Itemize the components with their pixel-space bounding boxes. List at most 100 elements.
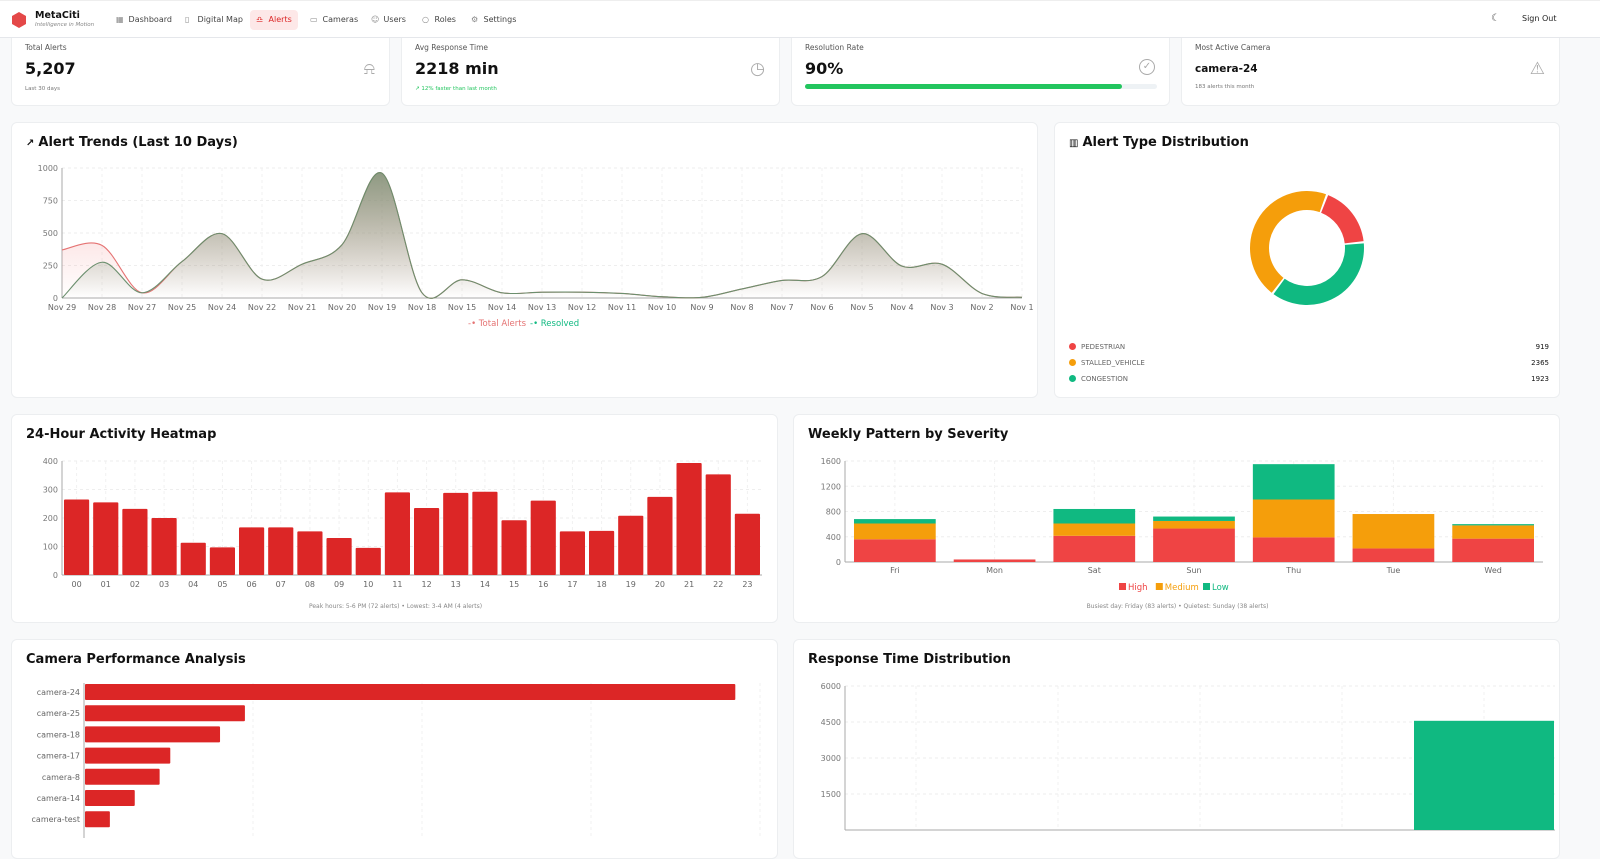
legend-dot bbox=[1069, 343, 1076, 350]
camera-performance-title: Camera Performance Analysis bbox=[26, 652, 246, 667]
y-tick-label: camera-25 bbox=[37, 709, 80, 718]
bar-hour-22 bbox=[705, 474, 731, 575]
bar-hour-20 bbox=[647, 496, 673, 575]
legend-value: 919 bbox=[1535, 343, 1549, 351]
x-tick-label: Nov 1 bbox=[1010, 303, 1033, 312]
bar-tue-medium bbox=[1352, 514, 1435, 549]
progress-fill bbox=[805, 84, 1122, 89]
x-tick-label: Thu bbox=[1285, 566, 1301, 575]
legend-medium: Medium bbox=[1165, 583, 1199, 593]
x-tick-label: Sun bbox=[1186, 566, 1201, 575]
x-tick-label: Nov 19 bbox=[368, 303, 396, 312]
nav-label: Settings bbox=[483, 15, 517, 24]
y-tick-label: camera-test bbox=[32, 815, 80, 824]
bar-camera-18 bbox=[85, 726, 221, 743]
x-tick-label: Nov 22 bbox=[248, 303, 276, 312]
legend-value: 1923 bbox=[1531, 375, 1549, 383]
kpi-label: Most Active Camera bbox=[1195, 43, 1271, 52]
theme-toggle-moon-icon[interactable]: ☾ bbox=[1491, 13, 1500, 24]
donut-slice-stalled_vehicle bbox=[1250, 191, 1327, 293]
trending-up-icon: ↗ bbox=[26, 138, 35, 149]
response-bar bbox=[1414, 720, 1554, 830]
x-tick-label: Wed bbox=[1484, 566, 1501, 575]
line-resolved bbox=[61, 172, 1023, 299]
x-tick-label: 08 bbox=[305, 580, 315, 589]
x-tick-label: Nov 6 bbox=[810, 303, 833, 312]
nav-users[interactable]: ☺ Users bbox=[365, 10, 412, 30]
y-tick-label: 4500 bbox=[821, 718, 841, 727]
brand-name: MetaCiti bbox=[35, 10, 80, 21]
bell-icon: ⍾ bbox=[363, 59, 375, 79]
legend-label: STALLED_VEHICLE bbox=[1081, 359, 1145, 367]
top-nav: MetaCiti Intelligence in Motion ▦ Dashbo… bbox=[0, 0, 1600, 38]
x-tick-label: Tue bbox=[1386, 566, 1401, 575]
y-tick-label: camera-8 bbox=[42, 773, 80, 782]
bar-sat-high bbox=[1053, 535, 1136, 562]
kpi-value: 5,207 bbox=[25, 59, 76, 78]
bar-fri-low bbox=[854, 519, 936, 524]
gear-icon: ⚙ bbox=[471, 15, 479, 24]
bar-sat-medium bbox=[1053, 523, 1136, 536]
grid-icon: ▦ bbox=[116, 15, 124, 24]
y-tick-label: 500 bbox=[43, 229, 58, 238]
bar-sun-high bbox=[1153, 528, 1235, 562]
nav-cameras[interactable]: ▭ Cameras bbox=[304, 10, 364, 30]
x-tick-label: Nov 24 bbox=[208, 303, 236, 312]
alert-trends-title: ↗ Alert Trends (Last 10 Days) bbox=[26, 135, 238, 150]
kpi-card-most-active-camera: Most Active Camera camera-24 ⚠ 183 alerts… bbox=[1181, 30, 1560, 106]
metaciti-logo[interactable] bbox=[12, 12, 26, 28]
bar-camera-24 bbox=[85, 684, 736, 700]
y-tick-label: 800 bbox=[826, 508, 841, 517]
bar-hour-23 bbox=[734, 513, 760, 575]
x-tick-label: 09 bbox=[334, 580, 344, 589]
shield-icon: ○ bbox=[422, 15, 429, 24]
bar-hour-00 bbox=[64, 499, 90, 575]
y-tick-label: 750 bbox=[43, 197, 58, 206]
x-tick-label: 15 bbox=[509, 580, 519, 589]
legend-value: 2365 bbox=[1531, 359, 1549, 367]
y-tick-label: 400 bbox=[43, 457, 58, 466]
check-circle-icon: ✓ bbox=[1139, 59, 1155, 75]
heatmap-note: Peak hours: 5-6 PM (72 alerts) • Lowest:… bbox=[308, 603, 483, 610]
bar-hour-16 bbox=[530, 500, 556, 575]
y-tick-label: camera-18 bbox=[37, 730, 80, 739]
x-tick-label: 18 bbox=[596, 580, 606, 589]
y-tick-label: 200 bbox=[43, 514, 58, 523]
x-tick-label: 01 bbox=[101, 580, 111, 589]
bar-hour-05 bbox=[209, 547, 235, 575]
legend-label: PEDESTRIAN bbox=[1081, 343, 1126, 351]
bar-hour-19 bbox=[618, 515, 644, 575]
bar-camera-14 bbox=[85, 790, 135, 806]
legend-total-alerts: -• Total Alerts bbox=[468, 319, 527, 329]
kpi-card-total-alerts: Total Alerts 5,207 ⍾ Last 30 days bbox=[11, 30, 390, 106]
x-tick-label: 04 bbox=[188, 580, 198, 589]
weekly-pattern-title: Weekly Pattern by Severity bbox=[808, 427, 1009, 442]
video-icon: ▭ bbox=[310, 15, 318, 24]
x-tick-label: 14 bbox=[480, 580, 490, 589]
sign-out-button[interactable]: Sign Out bbox=[1522, 14, 1557, 23]
bar-hour-12 bbox=[414, 508, 440, 575]
x-tick-label: Nov 18 bbox=[408, 303, 436, 312]
nav-dashboard[interactable]: ▦ Dashboard bbox=[110, 10, 178, 30]
x-tick-label: Nov 10 bbox=[648, 303, 676, 312]
bar-hour-21 bbox=[676, 462, 702, 575]
clock-icon: ◷ bbox=[750, 59, 765, 79]
nav-settings[interactable]: ⚙ Settings bbox=[465, 10, 522, 30]
nav-digital-map[interactable]: ▯ Digital Map bbox=[179, 10, 249, 30]
y-tick-label: 0 bbox=[53, 294, 58, 303]
legend-dot bbox=[1069, 359, 1076, 366]
x-tick-label: Nov 15 bbox=[448, 303, 476, 312]
weekly-note: Busiest day: Friday (83 alerts) • Quiete… bbox=[1086, 603, 1269, 610]
nav-label: Dashboard bbox=[128, 15, 172, 24]
x-tick-label: 13 bbox=[451, 580, 461, 589]
nav-alerts[interactable]: ♎ Alerts bbox=[250, 10, 298, 30]
bell-icon: ♎ bbox=[256, 15, 264, 24]
alert-triangle-icon: ⚠ bbox=[1529, 59, 1545, 79]
x-tick-label: Nov 3 bbox=[930, 303, 953, 312]
nav-roles[interactable]: ○ Roles bbox=[416, 10, 462, 30]
x-tick-label: Nov 25 bbox=[168, 303, 196, 312]
nav-label: Users bbox=[383, 15, 406, 24]
x-tick-label: 07 bbox=[276, 580, 286, 589]
x-tick-label: Nov 9 bbox=[690, 303, 713, 312]
x-tick-label: 10 bbox=[363, 580, 373, 589]
